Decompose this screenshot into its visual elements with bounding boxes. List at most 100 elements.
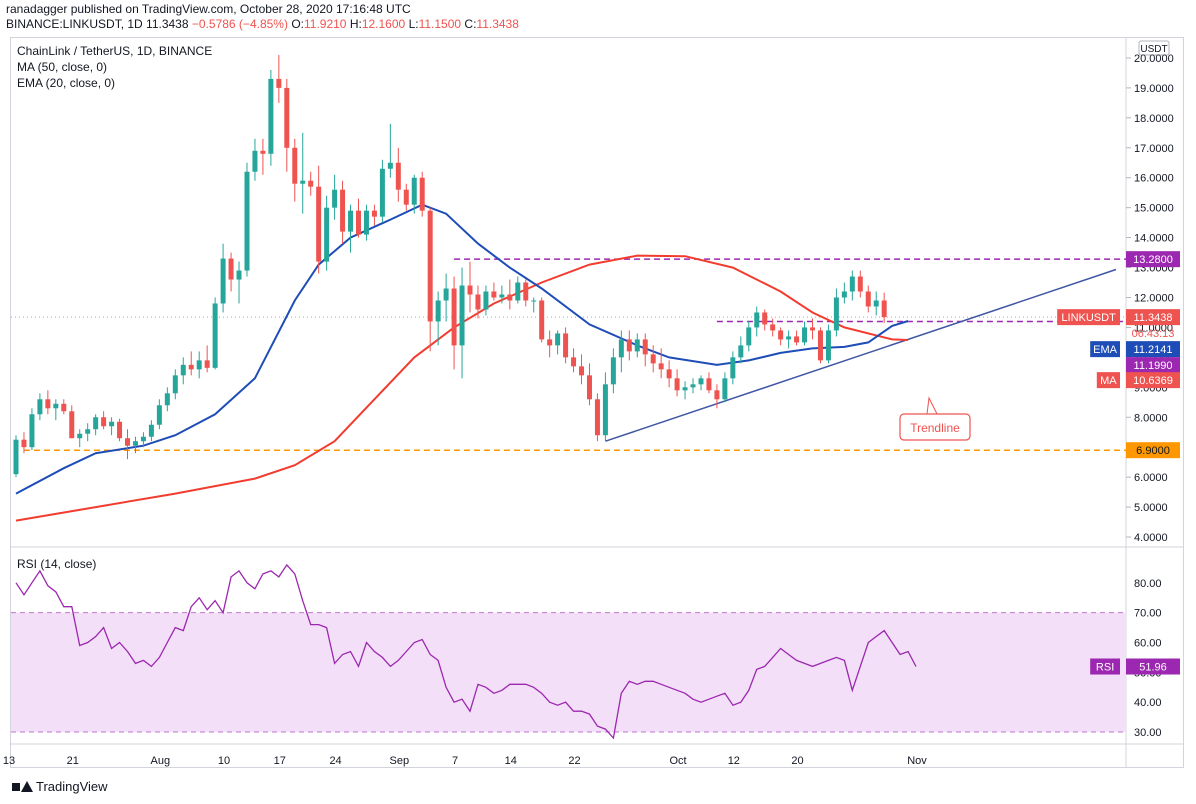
candle-body [93, 417, 99, 430]
candle-body [140, 436, 146, 442]
candle-body [658, 363, 664, 370]
level-tag: 6.9000 [1136, 445, 1170, 457]
candle [77, 429, 83, 448]
candle [698, 375, 704, 391]
time-tick-label: 21 [67, 755, 79, 767]
time-tick-label: 17 [274, 755, 286, 767]
trendline-callout-pointer [926, 396, 938, 415]
close-label: C: [464, 17, 477, 31]
chart-title: ChainLink / TetherUS, 1D, BINANCE [17, 44, 213, 58]
candle [29, 408, 35, 451]
candle [252, 138, 258, 181]
candle-body [881, 300, 887, 318]
candle-body [802, 327, 808, 343]
candle [180, 357, 186, 385]
time-tick-label: Aug [151, 755, 171, 767]
candle [308, 171, 314, 196]
candle [714, 384, 720, 409]
candle [220, 243, 226, 313]
candle-body [45, 399, 51, 409]
candle [491, 282, 497, 301]
candle [626, 330, 632, 361]
rsi-tick-label: 80.00 [1134, 578, 1162, 590]
candle-body [427, 210, 433, 322]
candle [658, 348, 664, 379]
candle-body [244, 171, 250, 271]
ma-value-tag: 10.6369 [1133, 375, 1173, 387]
footer-brand[interactable]: TradingView [12, 779, 108, 794]
rsi-legend[interactable]: RSI (14, close) [17, 557, 97, 571]
ma-name-tag: MA [1100, 375, 1117, 387]
price-tick-label: 20.0000 [1134, 53, 1174, 65]
candle [794, 330, 800, 346]
rsi-line [15, 563, 917, 740]
candle-body [451, 288, 457, 346]
trendline-label: Trendline [910, 421, 960, 435]
candle [841, 282, 847, 304]
candle [475, 285, 481, 319]
candle-body [698, 378, 704, 385]
candle [459, 267, 465, 379]
candle [810, 318, 815, 340]
candle-body [690, 384, 696, 388]
ohlc-summary: BINANCE:LINKUSDT, 1D 11.3438 −0.5786 (−4… [6, 17, 519, 31]
candle-body [586, 375, 592, 400]
trendline [605, 268, 1117, 442]
time-tick-label: Sep [389, 755, 409, 767]
candle-body [762, 312, 768, 325]
candle [738, 336, 744, 364]
candle [427, 207, 433, 352]
candle-body [467, 285, 473, 295]
candle [93, 414, 99, 436]
candle [228, 252, 234, 292]
ma-name-tag-bg [1096, 372, 1120, 389]
candle [148, 420, 154, 442]
candle [507, 279, 513, 310]
candle [244, 162, 250, 277]
candle [132, 436, 138, 454]
candle [101, 411, 107, 430]
candle-body [674, 378, 680, 391]
candle [762, 309, 768, 331]
candle [802, 321, 808, 346]
candle [363, 204, 369, 241]
candle-body [810, 327, 815, 331]
ma-legend[interactable]: MA (50, close, 0) [17, 60, 108, 74]
candle [419, 171, 425, 217]
price-tick-label: 15.0000 [1134, 203, 1174, 215]
candle [579, 354, 585, 385]
candle [37, 393, 43, 421]
candle [531, 297, 537, 313]
ema-legend[interactable]: EMA (20, close, 0) [17, 76, 116, 90]
candle-body [371, 210, 377, 217]
candle-body [156, 405, 162, 425]
candle [730, 351, 736, 385]
candle [849, 270, 855, 301]
candle-body [77, 433, 83, 439]
price-tick-label: 4.0000 [1134, 532, 1168, 544]
candle-body [523, 282, 529, 301]
candle [873, 291, 879, 316]
candle-body [563, 333, 569, 358]
ema-value-tag: 11.2141 [1134, 344, 1173, 356]
candle-body [196, 360, 202, 370]
time-tick-label: 22 [568, 755, 580, 767]
candle-body [443, 288, 449, 301]
candle [268, 69, 274, 166]
candle [379, 159, 385, 223]
ma-value-tag-bg [1126, 372, 1180, 389]
symbol-label: BINANCE:LINKUSDT, 1D [6, 17, 143, 31]
candle [857, 270, 863, 298]
candle-body [85, 429, 91, 434]
candle [156, 399, 162, 430]
candle-body [475, 294, 481, 310]
candle-body [531, 300, 537, 302]
candle [618, 330, 624, 373]
candle [212, 297, 218, 370]
candle [69, 405, 75, 439]
time-tick-label: 13 [3, 755, 15, 767]
level-tag-bg [1126, 442, 1180, 459]
candle-body [29, 414, 35, 448]
ema-name-tag: EMA [1093, 344, 1118, 356]
